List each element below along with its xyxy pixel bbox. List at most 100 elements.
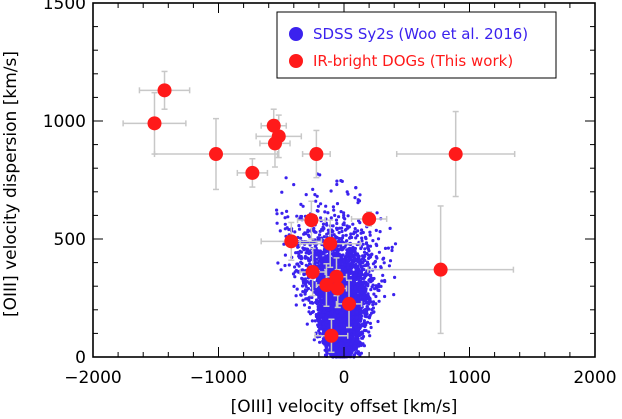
sdss-point: [340, 179, 344, 183]
sdss-point: [301, 290, 305, 294]
sdss-point: [349, 342, 353, 346]
sdss-point: [353, 246, 357, 251]
sdss-point: [303, 292, 307, 296]
sdss-point: [323, 210, 327, 214]
sdss-point: [359, 310, 363, 314]
sdss-point: [374, 284, 378, 288]
sdss-point: [388, 226, 392, 230]
sdss-point: [387, 264, 391, 268]
sdss-point: [365, 305, 369, 309]
sdss-point: [319, 273, 323, 278]
sdss-point: [324, 342, 329, 346]
sdss-point: [306, 233, 310, 237]
sdss-point: [360, 323, 364, 327]
sdss-point: [340, 229, 344, 234]
sdss-point: [345, 224, 349, 228]
sdss-point: [377, 250, 381, 254]
sdss-point: [335, 221, 339, 226]
sdss-point: [351, 222, 355, 226]
sdss-point: [361, 334, 366, 339]
sdss-point: [324, 204, 328, 208]
sdss-point: [364, 329, 368, 333]
sdss-point: [353, 273, 357, 277]
sdss-point: [355, 315, 359, 320]
sdss-point: [349, 329, 353, 333]
sdss-point: [302, 247, 307, 251]
sdss-point: [353, 344, 357, 348]
sdss-point: [308, 262, 312, 266]
sdss-point: [321, 222, 326, 226]
sdss-point: [368, 321, 372, 325]
sdss-point: [364, 289, 368, 293]
sdss-point: [295, 214, 299, 218]
sdss-point: [388, 259, 393, 263]
sdss-point: [371, 300, 376, 304]
sdss-point: [375, 256, 379, 260]
sdss-point: [371, 239, 375, 243]
sdss-point: [357, 296, 361, 300]
sdss-point: [318, 249, 322, 253]
sdss-point: [367, 330, 371, 334]
sdss-point: [371, 310, 376, 314]
sdss-point: [360, 265, 364, 269]
sdss-point: [295, 262, 299, 266]
sdss-point: [356, 319, 360, 324]
sdss-point: [354, 236, 358, 240]
sdss-point: [376, 237, 381, 241]
sdss-point: [349, 348, 353, 352]
sdss-point: [370, 276, 374, 281]
sdss-point: [374, 228, 378, 232]
sdss-point: [297, 264, 301, 268]
sdss-point: [337, 226, 342, 230]
sdss-point: [318, 331, 322, 335]
sdss-point: [332, 208, 336, 212]
sdss-point: [311, 187, 315, 191]
sdss-point: [355, 331, 359, 336]
sdss-point: [362, 268, 366, 272]
sdss-point: [363, 299, 367, 303]
sdss-point: [358, 193, 362, 197]
sdss-point: [335, 343, 339, 348]
sdss-point: [285, 226, 289, 230]
sdss-point: [336, 265, 340, 269]
sdss-point: [319, 314, 323, 318]
sdss-point: [342, 213, 346, 217]
sdss-point: [361, 260, 365, 265]
sdss-point: [319, 263, 323, 267]
sdss-point: [318, 229, 322, 233]
sdss-point: [386, 246, 390, 250]
sdss-point: [300, 214, 304, 219]
sdss-point: [339, 210, 343, 214]
sdss-point: [365, 309, 369, 313]
sdss-point: [352, 256, 357, 260]
sdss-point: [393, 275, 397, 279]
sdss-point: [297, 227, 302, 231]
sdss-point: [358, 319, 362, 323]
sdss-point: [280, 211, 284, 215]
sdss-point: [315, 301, 319, 305]
sdss-point: [339, 262, 343, 266]
sdss-point: [345, 311, 349, 315]
sdss-point: [346, 214, 350, 218]
sdss-point: [331, 205, 335, 209]
sdss-point: [349, 250, 353, 254]
sdss-point: [366, 320, 370, 324]
sdss-point: [335, 182, 339, 187]
sdss-point: [304, 289, 308, 293]
sdss-point: [337, 215, 341, 219]
sdss-point: [367, 278, 371, 282]
sdss-point: [329, 216, 333, 220]
sdss-point: [366, 273, 370, 277]
sdss-point: [307, 296, 311, 300]
sdss-point: [319, 295, 323, 299]
sdss-point: [378, 230, 382, 234]
sdss-point: [320, 256, 324, 260]
sdss-point: [376, 288, 380, 292]
sdss-point: [316, 316, 320, 320]
sdss-point: [341, 253, 345, 257]
sdss-point: [359, 343, 363, 347]
sdss-point: [356, 352, 360, 356]
sdss-point: [299, 236, 303, 240]
sdss-point: [303, 256, 308, 260]
sdss-point: [390, 248, 394, 253]
